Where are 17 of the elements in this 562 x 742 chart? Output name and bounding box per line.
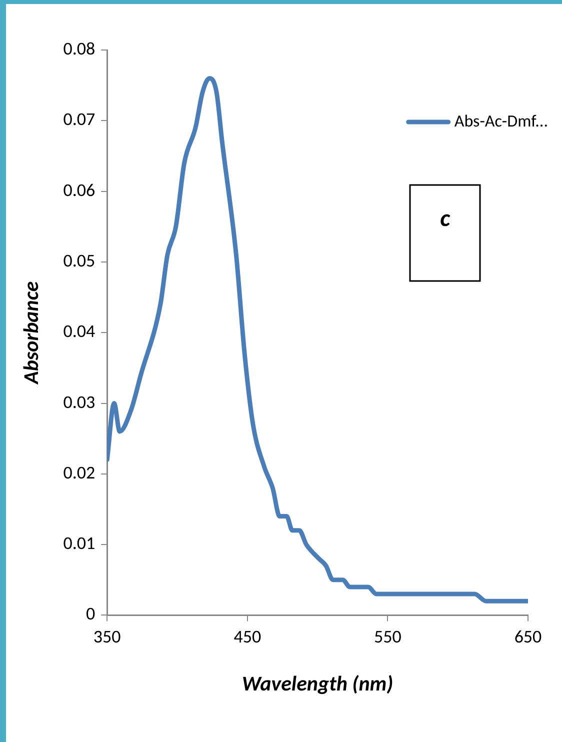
y-tick-label: 0.02 bbox=[63, 461, 96, 484]
x-tick-label: 450 bbox=[234, 626, 262, 648]
y-tick-label: 0.05 bbox=[63, 249, 96, 272]
y-tick-label: 0.01 bbox=[63, 532, 96, 554]
legend-label: Abs-Ac-Dmf... bbox=[454, 110, 548, 132]
x-tick-label: 550 bbox=[374, 626, 402, 648]
y-axis-title: Absorbance bbox=[18, 281, 44, 385]
x-tick-label: 350 bbox=[93, 626, 121, 648]
y-tick-label: 0.07 bbox=[63, 108, 96, 130]
x-tick-label: 650 bbox=[514, 626, 542, 648]
y-tick-label: 0.08 bbox=[63, 38, 96, 60]
y-tick-label: 0.03 bbox=[63, 390, 96, 413]
annotation: c bbox=[440, 204, 452, 233]
y-tick-label: 0.06 bbox=[63, 178, 96, 201]
y-tick-label: 0 bbox=[86, 602, 96, 625]
y-tick-label: 0.04 bbox=[63, 320, 96, 342]
x-axis-title: Wavelength (nm) bbox=[242, 670, 394, 697]
